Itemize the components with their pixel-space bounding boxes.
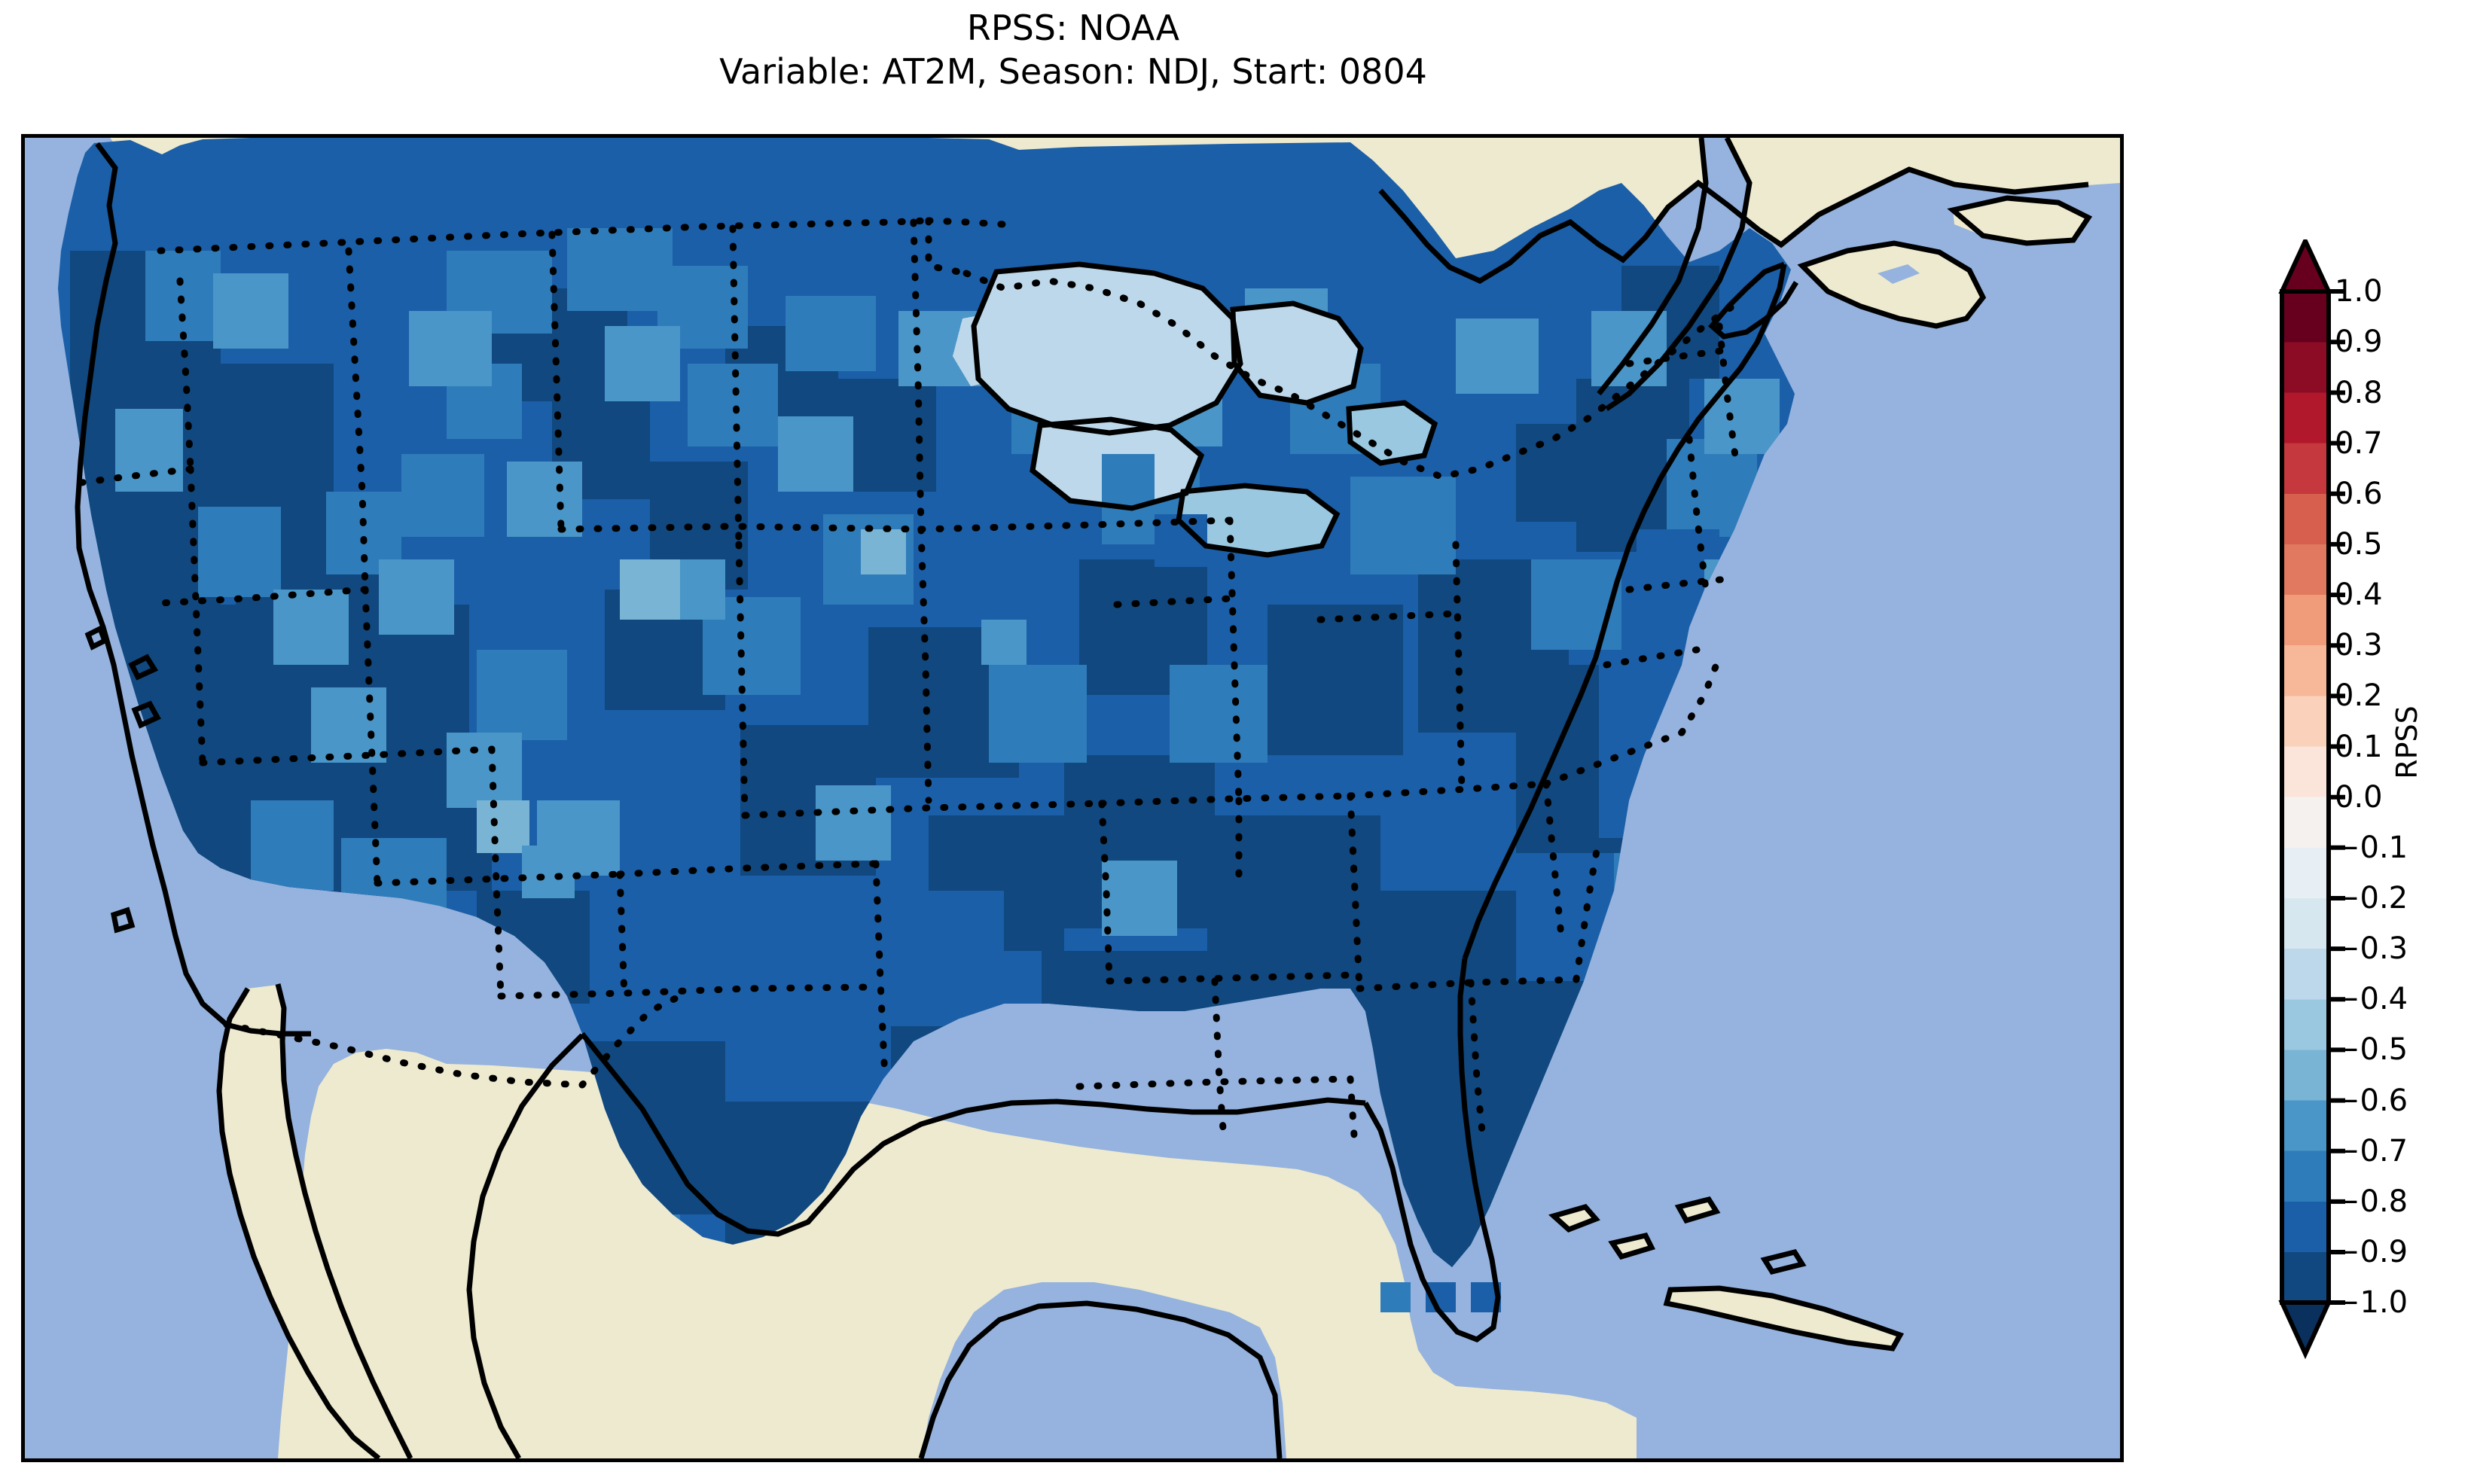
colorbar-tick-label: −0.3 xyxy=(2335,931,2408,967)
newfoundland-landmass xyxy=(1953,198,2088,243)
baja-peninsula xyxy=(219,985,409,1458)
colorbar-tick-label: −0.7 xyxy=(2335,1133,2408,1169)
colorbar-tick-label: −0.5 xyxy=(2335,1032,2408,1068)
colorbar-extend-bottom xyxy=(2278,1300,2332,1360)
map-canvas xyxy=(25,138,2120,1458)
colorbar-tick-label: −0.1 xyxy=(2335,830,2408,865)
colorbar-tick-label: 1.0 xyxy=(2335,274,2383,309)
lake-small-5 xyxy=(1840,332,1876,352)
coastal-extra-cells xyxy=(1380,1282,1501,1312)
colorbar-tick-label: −0.4 xyxy=(2335,982,2408,1017)
colorbar-tick-label: −0.2 xyxy=(2335,881,2408,916)
grid-cells-upper-midwest xyxy=(953,266,1433,567)
map-panel xyxy=(21,134,2124,1462)
bahamas-2 xyxy=(1612,1236,1652,1257)
colorbar-tick-label: −0.8 xyxy=(2335,1184,2408,1219)
st-lawrence-river xyxy=(1599,138,1749,409)
colorbar-tick-label: 0.9 xyxy=(2335,325,2383,360)
colorbar-tick-label: 0.8 xyxy=(2335,375,2383,410)
colorbar-tick-label: 0.3 xyxy=(2335,628,2383,663)
colorbar-tick-label: 0.2 xyxy=(2335,678,2383,714)
colorbar-axis-label: RPSS xyxy=(2390,705,2424,779)
coastlines xyxy=(75,138,2093,1458)
colorbar-tick-labels: 1.0 0.9 0.8 0.7 0.6 0.5 0.4 0.3 0.2 0.1 … xyxy=(2335,239,2440,1369)
figure-title: RPSS: NOAA Variable: AT2M, Season: NDJ, … xyxy=(0,6,2146,93)
land-masses xyxy=(110,138,2120,1458)
colorbar-tick-label: −1.0 xyxy=(2335,1285,2408,1320)
colorbar-tick-label: 0.6 xyxy=(2335,476,2383,511)
colorbar-bands xyxy=(2282,291,2329,1303)
colorbar: 1.0 0.9 0.8 0.7 0.6 0.5 0.4 0.3 0.2 0.1 … xyxy=(2273,239,2461,1369)
colorbar-extend-top xyxy=(2278,239,2332,294)
title-line-2: Variable: AT2M, Season: NDJ, Start: 0804 xyxy=(719,51,1427,92)
colorbar-tick-label: 0.7 xyxy=(2335,425,2383,461)
colorbar-tick-label: 0.0 xyxy=(2335,779,2383,815)
mexico-landmass xyxy=(278,1049,1637,1458)
colorbar-tick-label: −0.9 xyxy=(2335,1235,2408,1269)
cuba-landmass xyxy=(1667,1288,1900,1348)
colorbar-tick-label: −0.6 xyxy=(2335,1083,2408,1118)
maritimes-landmass xyxy=(1802,243,1983,326)
colorbar-ticks xyxy=(2329,289,2345,1305)
state-borders xyxy=(66,217,1746,1150)
colorbar-tick-label: 0.4 xyxy=(2335,577,2383,613)
colorbar-svg xyxy=(2278,239,2345,1360)
lake-small-3 xyxy=(1772,325,1811,344)
geography-lines xyxy=(66,138,2093,1458)
lake-small-4 xyxy=(1878,264,1920,284)
colorbar-tick-label: 0.5 xyxy=(2335,526,2383,562)
colorbar-tick-label: 0.1 xyxy=(2335,729,2383,764)
title-line-1: RPSS: NOAA xyxy=(966,8,1180,48)
